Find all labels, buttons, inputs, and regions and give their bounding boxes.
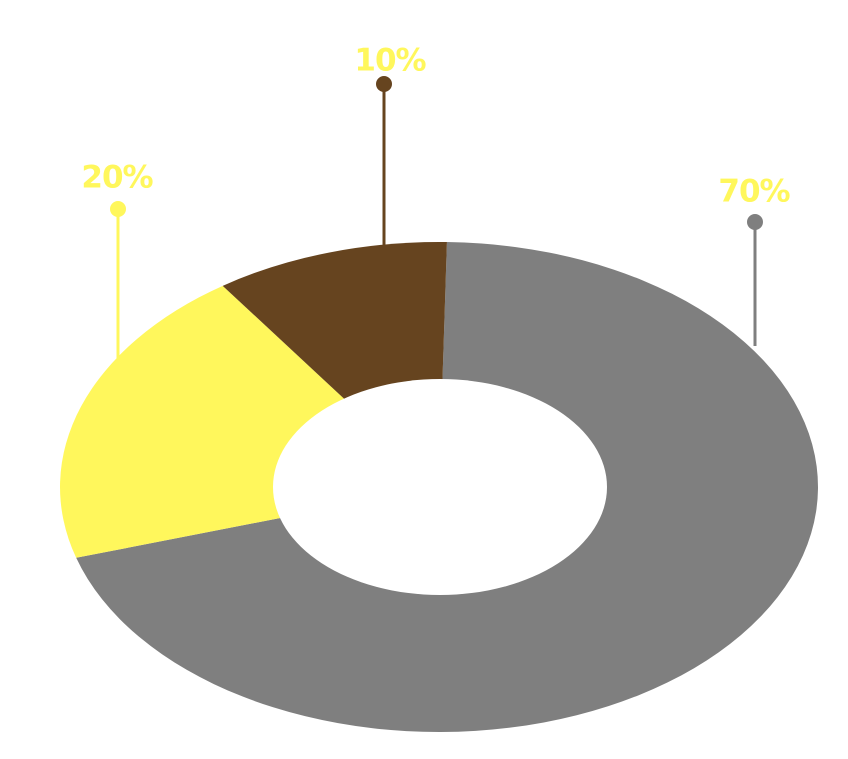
callouts bbox=[110, 76, 763, 362]
slice-label-10: 10% bbox=[354, 43, 426, 79]
donut-slices bbox=[60, 241, 819, 732]
callout-dot-10 bbox=[376, 76, 392, 92]
slice-label-70: 70% bbox=[718, 174, 790, 210]
slice-labels: 70% 20% 10% bbox=[81, 43, 791, 210]
callout-dot-20 bbox=[110, 201, 126, 217]
donut-hole bbox=[273, 379, 607, 595]
slice-label-20: 20% bbox=[81, 160, 153, 196]
callout-dot-70 bbox=[747, 214, 763, 230]
